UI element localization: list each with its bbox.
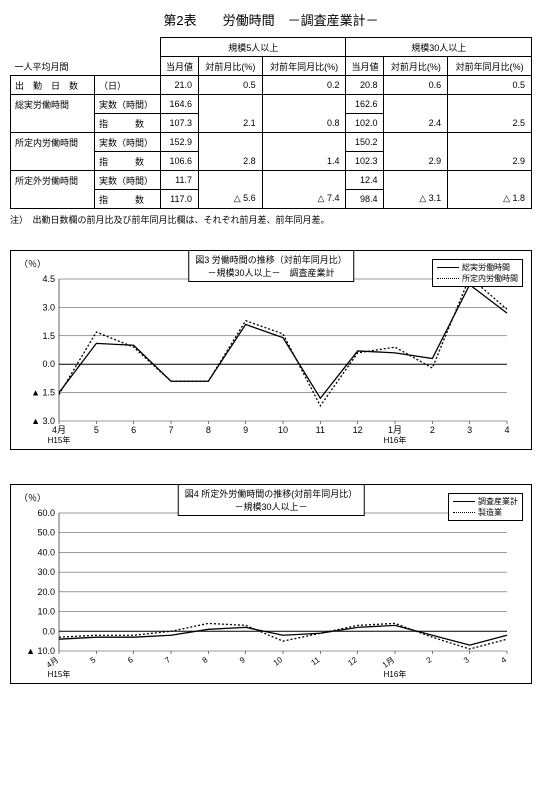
svg-text:40.0: 40.0 <box>37 547 55 557</box>
page-title: 第2表 労働時間 －調査産業計－ <box>10 10 532 29</box>
table-row: 所定外労働時間 実数（時間） 11.7 12.4 <box>11 171 532 190</box>
chart-2: 図4 所定外労働時間の推移(対前年同月比）－規模30人以上－ 調査産業計 製造業… <box>10 484 532 684</box>
svg-text:11: 11 <box>316 425 325 435</box>
svg-text:3: 3 <box>462 655 471 665</box>
col-b: 対前月比(%) <box>199 57 263 76</box>
svg-text:60.0: 60.0 <box>37 508 55 518</box>
chart-1-legend: 総実労働時間 所定内労働時間 <box>432 259 523 287</box>
svg-text:4月: 4月 <box>45 655 60 670</box>
svg-text:10: 10 <box>278 425 288 435</box>
chart-1-ylabel: （％） <box>19 257 46 270</box>
data-table: 一人平均月間 規模5人以上 規模30人以上 当月値 対前月比(%) 対前年同月比… <box>10 37 532 209</box>
svg-text:10: 10 <box>272 655 285 668</box>
table-row: 所定内労働時間 実数（時間） 152.9 150.2 <box>11 133 532 152</box>
svg-text:H16年: H16年 <box>384 669 407 679</box>
table-note: 注） 出勤日数欄の前月比及び前年同月比欄は、それぞれ前月差、前年同月差。 <box>10 213 532 226</box>
svg-text:10.0: 10.0 <box>37 607 55 617</box>
svg-text:6: 6 <box>131 425 136 435</box>
svg-text:5: 5 <box>89 655 98 665</box>
chart-1-title: 図3 労働時間の推移（対前年同月比）－規模30人以上－ 調査産業計 <box>188 250 354 282</box>
svg-text:2: 2 <box>425 655 434 665</box>
chart-2-legend: 調査産業計 製造業 <box>448 493 523 521</box>
svg-text:▲ 10.0: ▲ 10.0 <box>26 646 55 656</box>
svg-text:6: 6 <box>126 655 135 665</box>
svg-text:4: 4 <box>504 425 509 435</box>
svg-text:7: 7 <box>168 425 173 435</box>
table-row: 指 数 106.6 2.8 1.4 102.3 2.9 2.9 <box>11 152 532 171</box>
chart-1: 図3 労働時間の推移（対前年同月比）－規模30人以上－ 調査産業計 総実労働時間… <box>10 250 532 450</box>
svg-text:3: 3 <box>467 425 472 435</box>
svg-text:12: 12 <box>353 425 363 435</box>
svg-text:1月: 1月 <box>381 655 396 670</box>
table-row: 出 勤 日 数 （日） 21.0 0.5 0.2 20.8 0.6 0.5 <box>11 76 532 95</box>
svg-text:7: 7 <box>163 655 172 665</box>
svg-text:8: 8 <box>201 655 210 665</box>
col-group-1: 規模5人以上 <box>161 38 346 57</box>
svg-text:20.0: 20.0 <box>37 587 55 597</box>
svg-text:4.5: 4.5 <box>42 274 55 284</box>
table-row: 指 数 107.3 2.1 0.8 102.0 2.4 2.5 <box>11 114 532 133</box>
table-row: 総実労働時間 実数（時間） 164.6 162.6 <box>11 95 532 114</box>
svg-text:4月: 4月 <box>52 425 66 435</box>
svg-text:1.5: 1.5 <box>42 331 55 341</box>
svg-text:30.0: 30.0 <box>37 567 55 577</box>
chart-2-title: 図4 所定外労働時間の推移(対前年同月比）－規模30人以上－ <box>178 484 365 516</box>
svg-text:H15年: H15年 <box>48 435 71 445</box>
col-f: 対前年同月比(%) <box>448 57 532 76</box>
svg-text:H15年: H15年 <box>48 669 71 679</box>
col-d: 当月値 <box>346 57 384 76</box>
table-row: 指 数 117.0 △ 5.6 △ 7.4 98.4 △ 3.1 △ 1.8 <box>11 190 532 209</box>
svg-text:H16年: H16年 <box>384 435 407 445</box>
svg-text:1月: 1月 <box>388 425 402 435</box>
col-e: 対前月比(%) <box>384 57 448 76</box>
svg-text:9: 9 <box>243 425 248 435</box>
svg-text:5: 5 <box>94 425 99 435</box>
col-c: 対前年同月比(%) <box>262 57 346 76</box>
svg-text:0.0: 0.0 <box>42 359 55 369</box>
svg-text:0.0: 0.0 <box>42 626 55 636</box>
svg-text:9: 9 <box>238 655 247 665</box>
svg-text:12: 12 <box>346 655 359 668</box>
svg-text:4: 4 <box>499 655 508 665</box>
svg-text:11: 11 <box>310 655 322 667</box>
svg-text:3.0: 3.0 <box>42 302 55 312</box>
col-group-2: 規模30人以上 <box>346 38 532 57</box>
col-a: 当月値 <box>161 57 199 76</box>
row-header: 一人平均月間 <box>11 38 161 76</box>
svg-text:2: 2 <box>430 425 435 435</box>
svg-text:8: 8 <box>206 425 211 435</box>
svg-text:50.0: 50.0 <box>37 528 55 538</box>
chart-2-ylabel: （％） <box>19 491 46 504</box>
svg-text:▲ 1.5: ▲ 1.5 <box>31 388 55 398</box>
chart-2-svg: ▲ 10.0 0.0 10.0 20.0 30.0 40.0 50.0 60.0 4月H15年 5… <box>17 491 517 681</box>
